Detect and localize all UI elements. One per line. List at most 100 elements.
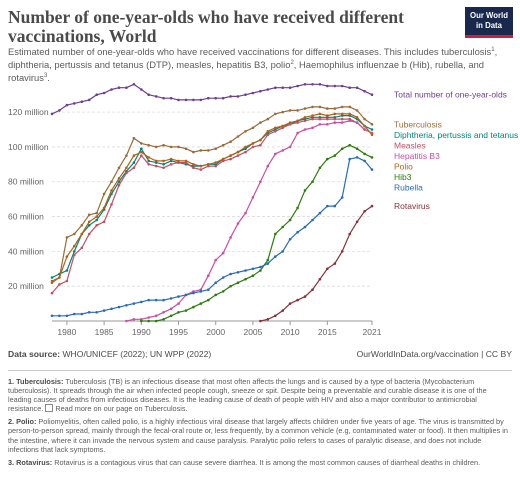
data-point-hepatitis: [132, 318, 136, 321]
series-line-rotavirus: [260, 205, 373, 322]
x-tick-label: 2000: [206, 327, 225, 337]
data-point-polio: [199, 164, 203, 168]
data-point-rubella: [326, 204, 329, 208]
note-rotavirus: 3. Rotavirus: Rotavirus is a contagious …: [8, 457, 481, 467]
data-point-rubella: [73, 312, 76, 316]
data-point-hepatitis: [266, 164, 270, 168]
data-point-total: [274, 86, 277, 89]
data-point-total: [244, 93, 247, 96]
data-point-measles: [221, 159, 225, 163]
data-point-tuberculosis: [303, 107, 307, 110]
x-tick-label: 2015: [318, 327, 337, 337]
data-point-hepatitis: [154, 314, 158, 318]
series-label-rotavirus: Rotavirus: [394, 201, 430, 211]
footer-divider: [8, 370, 512, 371]
data-point-total: [87, 98, 91, 102]
data-point-tuberculosis: [199, 149, 203, 152]
data-point-total: [110, 88, 113, 91]
data-point-tuberculosis: [177, 145, 180, 149]
data-point-measles: [326, 117, 329, 121]
data-point-measles: [311, 117, 314, 121]
data-point-total: [147, 93, 150, 96]
note-polio: 2. Polio: Poliomyelitis, often called po…: [8, 417, 508, 454]
data-point-polio: [147, 156, 150, 159]
data-point-hepatitis: [274, 152, 277, 156]
data-point-total: [184, 98, 188, 102]
data-point-polio: [296, 119, 299, 123]
data-point-tuberculosis: [184, 147, 188, 150]
data-point-hib3: [281, 225, 285, 229]
data-point-hib3: [169, 314, 173, 318]
data-point-tuberculosis: [326, 107, 329, 110]
data-point-polio: [102, 206, 106, 210]
data-point-hib3: [162, 318, 165, 321]
data-point-total: [50, 112, 54, 116]
data-point-polio: [236, 150, 240, 154]
data-point-total: [132, 83, 136, 86]
data-point-measles: [214, 164, 217, 168]
data-point-hib3: [326, 157, 329, 161]
chart-subtitle: Estimated number of one-year-olds who ha…: [8, 46, 498, 83]
data-point-polio: [259, 138, 262, 142]
x-tick-label: 2005: [243, 327, 262, 337]
data-point-dtp: [65, 269, 69, 272]
data-point-measles: [95, 224, 98, 227]
data-point-measles: [154, 164, 158, 168]
data-point-tuberculosis: [221, 143, 225, 147]
data-point-measles: [80, 246, 84, 250]
source-url[interactable]: OurWorldInData.org/vaccination | CC BY: [356, 349, 512, 359]
y-tick-label: 60 million: [8, 212, 44, 222]
data-point-polio: [266, 130, 270, 133]
data-point-rubella: [80, 312, 84, 316]
read-more-link[interactable]: Read more on our page on Tuberculosis.: [55, 404, 188, 414]
data-point-total: [199, 98, 203, 102]
data-point-dtp: [318, 116, 322, 119]
data-point-total: [326, 84, 329, 88]
series-label-dtp: Diphtheria, pertussis and tetanus: [394, 130, 518, 140]
data-point-hepatitis: [281, 149, 285, 152]
data-point-total: [288, 86, 292, 89]
data-point-total: [296, 84, 299, 88]
data-point-tuberculosis: [117, 166, 121, 170]
data-point-polio: [281, 124, 285, 128]
data-point-hepatitis: [207, 274, 210, 277]
data-point-total: [214, 96, 217, 100]
series-line-rubella: [52, 156, 373, 317]
data-point-tuberculosis: [251, 126, 255, 130]
data-point-rubella: [296, 230, 299, 234]
data-point-tuberculosis: [95, 211, 98, 215]
data-point-measles: [110, 203, 113, 206]
data-point-polio: [318, 112, 322, 116]
data-point-total: [80, 100, 84, 103]
x-tick-label: 1990: [132, 327, 151, 337]
data-point-polio: [244, 145, 247, 149]
data-point-rotavirus: [274, 314, 277, 318]
data-point-rubella: [318, 211, 322, 215]
series-label-rubella: Rubella: [394, 182, 423, 192]
data-point-tuberculosis: [87, 213, 91, 217]
data-point-tuberculosis: [65, 236, 69, 239]
y-tick-label: 100 million: [8, 142, 49, 152]
data-point-tuberculosis: [147, 143, 150, 147]
data-point-total: [251, 91, 255, 95]
data-point-rubella: [363, 159, 366, 163]
data-point-rubella: [311, 218, 314, 222]
data-point-tuberculosis: [244, 130, 247, 133]
data-point-total: [162, 96, 165, 100]
data-point-total: [303, 83, 307, 86]
data-point-polio: [169, 157, 173, 161]
data-point-tuberculosis: [229, 140, 232, 143]
data-point-total: [229, 95, 232, 98]
data-point-measles: [125, 171, 128, 175]
data-point-rubella: [50, 314, 54, 318]
owid-logo[interactable]: Our World in Data: [465, 7, 513, 38]
data-point-rubella: [162, 298, 165, 302]
data-point-hib3: [251, 274, 255, 277]
data-point-dtp: [132, 161, 136, 164]
data-point-hib3: [355, 147, 359, 150]
data-point-measles: [50, 291, 54, 295]
data-point-measles: [274, 130, 277, 133]
data-point-polio: [363, 124, 366, 128]
data-point-tuberculosis: [125, 154, 128, 157]
data-point-tuberculosis: [318, 105, 322, 109]
